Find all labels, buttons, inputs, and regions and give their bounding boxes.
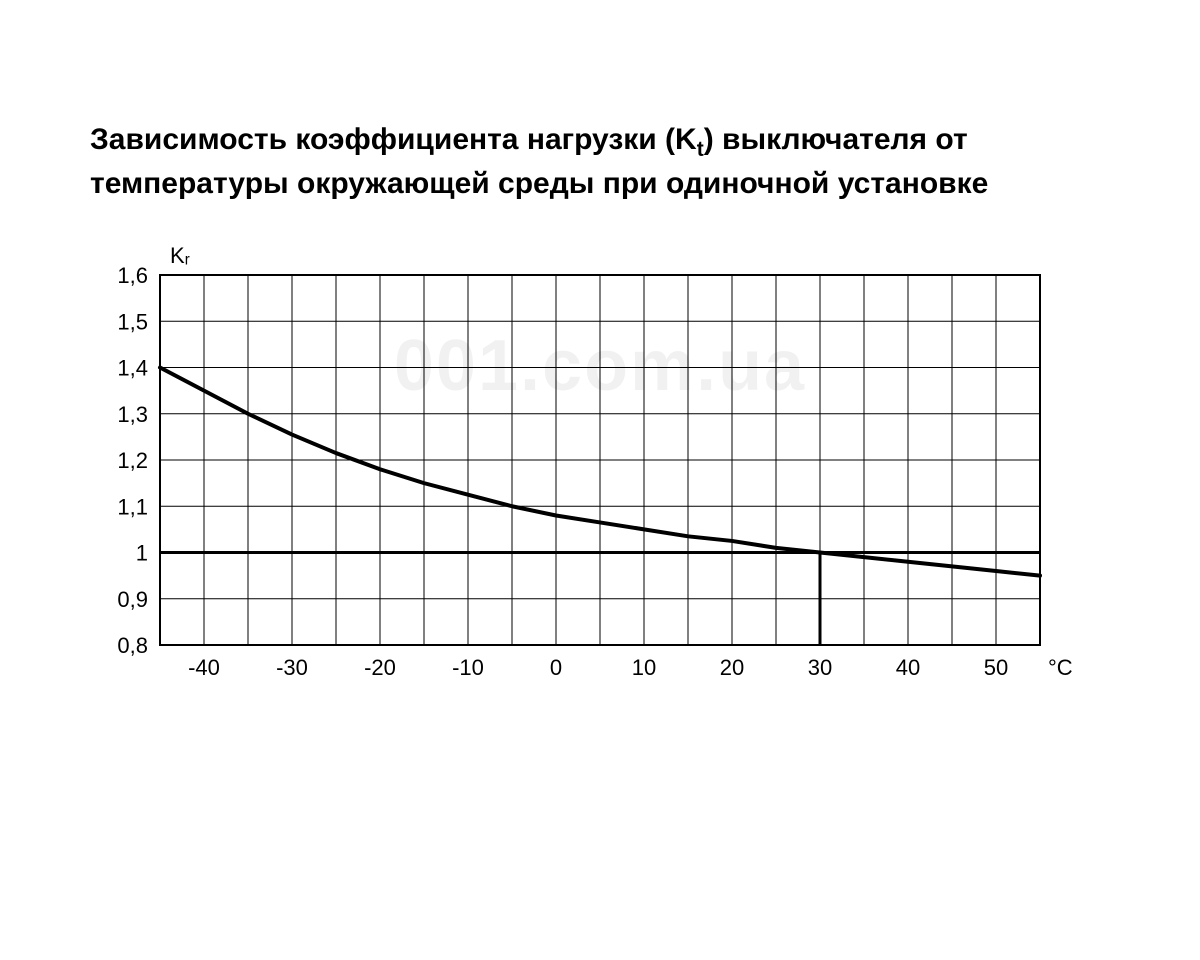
y-tick-label: 1,3 <box>117 402 148 427</box>
y-tick-label: 1,4 <box>117 355 148 380</box>
y-tick-label: 1,2 <box>117 448 148 473</box>
x-tick-label: 50 <box>984 655 1008 680</box>
title-line1-a: Зависимость коэффициента нагрузки (K <box>90 123 697 156</box>
x-tick-label: -30 <box>276 655 308 680</box>
y-tick-label: 1,1 <box>117 494 148 519</box>
title-sub: t <box>697 138 704 161</box>
y-axis-title: Kᵣ <box>170 243 190 268</box>
y-tick-label: 1,6 <box>117 263 148 288</box>
x-tick-label: 30 <box>808 655 832 680</box>
x-tick-label: 20 <box>720 655 744 680</box>
x-tick-label: 10 <box>632 655 656 680</box>
line-chart: 1,6 1,5 1,4 1,3 1,2 1,1 1 0,9 0,8 -40 -30 -20 -10 0 10… <box>90 235 1110 705</box>
y-tick-label: 1,5 <box>117 309 148 334</box>
x-tick-label: -10 <box>452 655 484 680</box>
x-axis-unit: °C <box>1048 655 1073 680</box>
chart-container: 001.com.ua 1,61,51,41,31,21,110,90,8-40-… <box>90 235 1110 705</box>
title-line1-b: ) выключателя от <box>704 123 968 156</box>
y-tick-label: 0,9 <box>117 587 148 612</box>
y-tick-label: 0,8 <box>117 633 148 658</box>
title-line2: температуры окружающей среды при одиночн… <box>90 167 988 200</box>
chart-title: Зависимость коэффициента нагрузки (Kt) в… <box>90 120 1110 205</box>
y-tick-label: 1 <box>136 540 148 565</box>
x-tick-label: -40 <box>188 655 220 680</box>
x-tick-label: -20 <box>364 655 396 680</box>
page: Зависимость коэффициента нагрузки (Kt) в… <box>0 0 1200 960</box>
x-tick-label: 40 <box>896 655 920 680</box>
x-tick-label: 0 <box>550 655 562 680</box>
